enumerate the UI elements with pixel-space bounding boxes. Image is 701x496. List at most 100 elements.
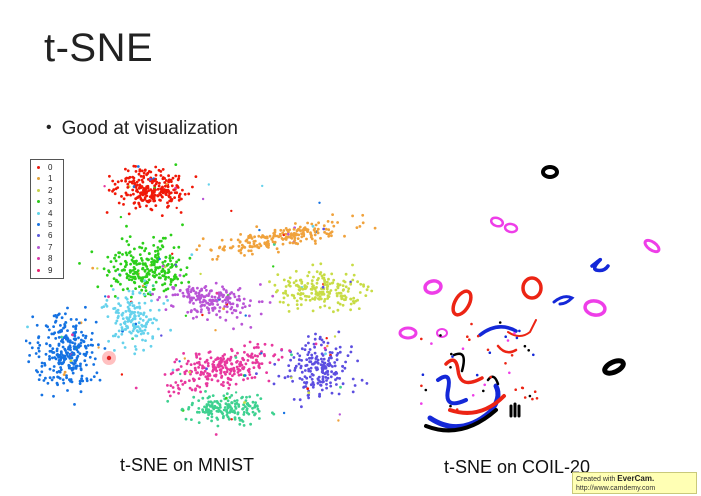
mnist-point — [242, 378, 245, 382]
mnist-point — [107, 339, 110, 343]
mnist-point — [308, 375, 312, 379]
mnist-point — [132, 272, 135, 276]
coil-curve — [509, 402, 521, 418]
mnist-point — [326, 341, 330, 345]
mnist-point — [154, 173, 158, 177]
mnist-point — [112, 265, 116, 269]
mnist-point — [132, 192, 135, 196]
mnist-point — [124, 310, 128, 313]
mnist-point — [300, 347, 304, 351]
mnist-point — [129, 269, 133, 272]
mnist-point — [159, 239, 163, 243]
mnist-point — [138, 327, 142, 330]
mnist-point — [292, 227, 296, 231]
mnist-point — [219, 399, 223, 403]
mnist-point — [205, 403, 209, 406]
mnist-point — [322, 273, 326, 277]
mnist-point — [192, 395, 196, 399]
mnist-point — [100, 306, 104, 309]
mnist-point — [110, 284, 113, 288]
mnist-point — [234, 382, 238, 386]
mnist-point — [253, 244, 257, 248]
mnist-point — [156, 249, 160, 252]
coil-point — [535, 397, 539, 400]
mnist-point — [334, 378, 337, 382]
mnist-point — [354, 299, 358, 303]
mnist-point — [299, 239, 303, 243]
mnist-point — [178, 274, 182, 277]
evercam-watermark: Created with EverCam. http://www.camdemy… — [572, 472, 697, 494]
mnist-point — [349, 280, 352, 283]
mnist-point — [335, 292, 339, 295]
coil-point — [421, 373, 425, 376]
mnist-point — [150, 196, 153, 199]
mnist-point — [211, 363, 215, 366]
mnist-point — [85, 379, 89, 383]
mnist-point — [306, 353, 310, 356]
mnist-point — [343, 280, 347, 284]
mnist-point — [320, 388, 324, 392]
mnist-point — [133, 201, 137, 204]
mnist-point — [146, 171, 150, 175]
mnist-point — [183, 380, 187, 384]
mnist-point — [284, 227, 288, 230]
mnist-point — [310, 279, 314, 282]
mnist-point — [202, 366, 206, 369]
mnist-point — [117, 255, 121, 259]
mnist-point — [210, 415, 214, 419]
mnist-point — [256, 245, 259, 249]
mnist-point — [341, 365, 344, 368]
mnist-point — [251, 361, 255, 365]
mnist-point — [139, 174, 143, 178]
mnist-point — [277, 358, 280, 362]
mnist-point — [140, 199, 144, 202]
mnist-point — [72, 363, 76, 366]
mnist-point — [158, 296, 161, 299]
mnist-point — [352, 296, 356, 300]
mnist-point — [281, 242, 285, 246]
mnist-point — [47, 328, 51, 332]
mnist-point — [166, 185, 170, 189]
mnist-point — [238, 364, 242, 368]
mnist-point — [182, 294, 186, 298]
mnist-point — [214, 281, 218, 285]
mnist-point — [248, 395, 252, 399]
mnist-point — [236, 412, 240, 416]
mnist-point — [190, 418, 193, 421]
mnist-point — [134, 260, 138, 264]
mnist-point — [289, 358, 292, 362]
mnist-point — [309, 383, 313, 387]
mnist-point — [89, 378, 93, 382]
mnist-point — [233, 399, 237, 403]
mnist-point — [126, 186, 130, 189]
mnist-cluster-6 — [255, 330, 369, 409]
mnist-point — [276, 289, 279, 292]
mnist-point — [136, 196, 139, 199]
mnist-point — [299, 293, 302, 297]
mnist-point — [149, 344, 153, 348]
mnist-point — [336, 301, 340, 305]
mnist-point — [67, 346, 70, 349]
mnist-point — [360, 378, 364, 382]
mnist-point — [262, 235, 266, 239]
mnist-point — [344, 285, 348, 289]
mnist-point — [228, 396, 232, 399]
mnist-point — [157, 184, 161, 188]
mnist-point — [263, 242, 267, 245]
mnist-point — [223, 353, 227, 356]
mnist-point — [294, 241, 298, 245]
mnist-point — [251, 245, 254, 249]
mnist-point — [243, 350, 246, 354]
coil-point — [532, 353, 535, 357]
mnist-point — [210, 403, 214, 407]
coil-curve — [496, 344, 518, 354]
mnist-point — [343, 298, 346, 302]
mnist-point — [224, 301, 228, 305]
coil-point — [471, 394, 475, 397]
mnist-point — [286, 232, 290, 236]
mnist-point — [148, 290, 152, 294]
mnist-point — [150, 189, 154, 193]
mnist-point — [308, 356, 311, 360]
mnist-point — [122, 203, 125, 206]
mnist-point — [194, 388, 197, 392]
